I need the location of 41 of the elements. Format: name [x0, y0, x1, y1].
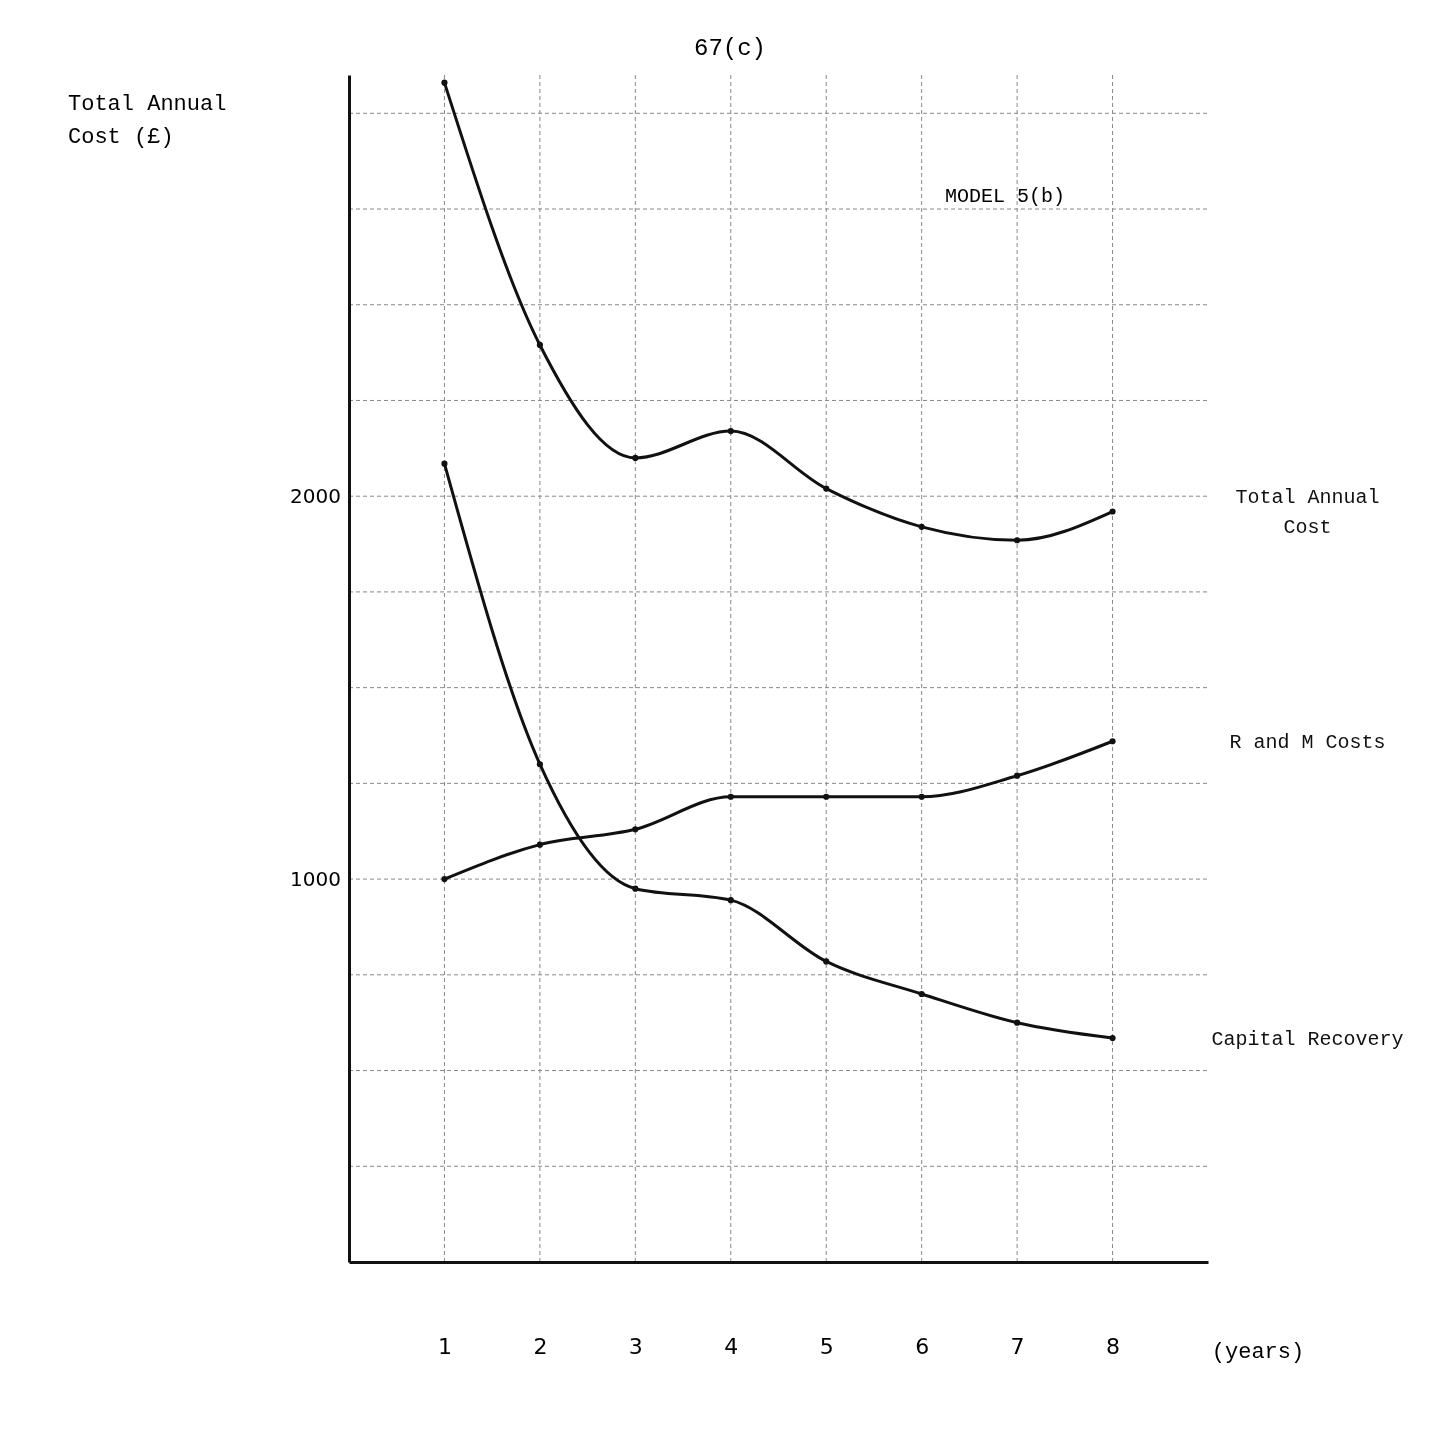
text: Total Annual Cost — [1235, 485, 1380, 539]
point — [823, 958, 830, 965]
point — [536, 341, 543, 349]
point — [441, 460, 448, 467]
point — [441, 79, 448, 86]
point — [727, 428, 734, 435]
x-tick-label: 1 — [437, 1333, 452, 1359]
point — [1109, 738, 1116, 745]
x-tick-label: 7 — [1010, 1333, 1025, 1359]
point — [1014, 537, 1021, 544]
point — [441, 876, 448, 883]
point — [1014, 1019, 1021, 1026]
point — [536, 761, 543, 768]
y-tick-label: 2000 — [290, 484, 341, 509]
point — [727, 793, 734, 800]
point — [1109, 1034, 1116, 1042]
point — [727, 897, 734, 904]
x-tick-label: 4 — [724, 1333, 739, 1359]
x-tick-label: 3 — [628, 1333, 643, 1359]
text: Capital Recovery — [1211, 1028, 1404, 1051]
chart-title: 67(c) — [693, 35, 767, 62]
x-tick-label: 6 — [915, 1333, 930, 1359]
point — [918, 523, 925, 530]
y-tick-label: 1000 — [290, 867, 341, 891]
y-axis-title: Total Annual Cost (£) — [68, 92, 227, 150]
point — [918, 990, 925, 998]
x-tick-label: 5 — [819, 1333, 834, 1359]
point — [918, 793, 925, 800]
point — [1109, 508, 1116, 515]
point — [823, 793, 830, 800]
x-axis-title: (years) — [1211, 1340, 1305, 1365]
x-tick-label: 2 — [533, 1333, 548, 1359]
point — [536, 841, 543, 848]
point — [632, 826, 639, 833]
point — [632, 454, 639, 461]
point — [823, 485, 830, 492]
point — [632, 885, 639, 892]
text: MODEL 5(b) — [944, 185, 1066, 208]
point — [1014, 772, 1021, 779]
text: R and M Costs — [1229, 731, 1386, 755]
x-tick-label: 8 — [1106, 1333, 1121, 1359]
